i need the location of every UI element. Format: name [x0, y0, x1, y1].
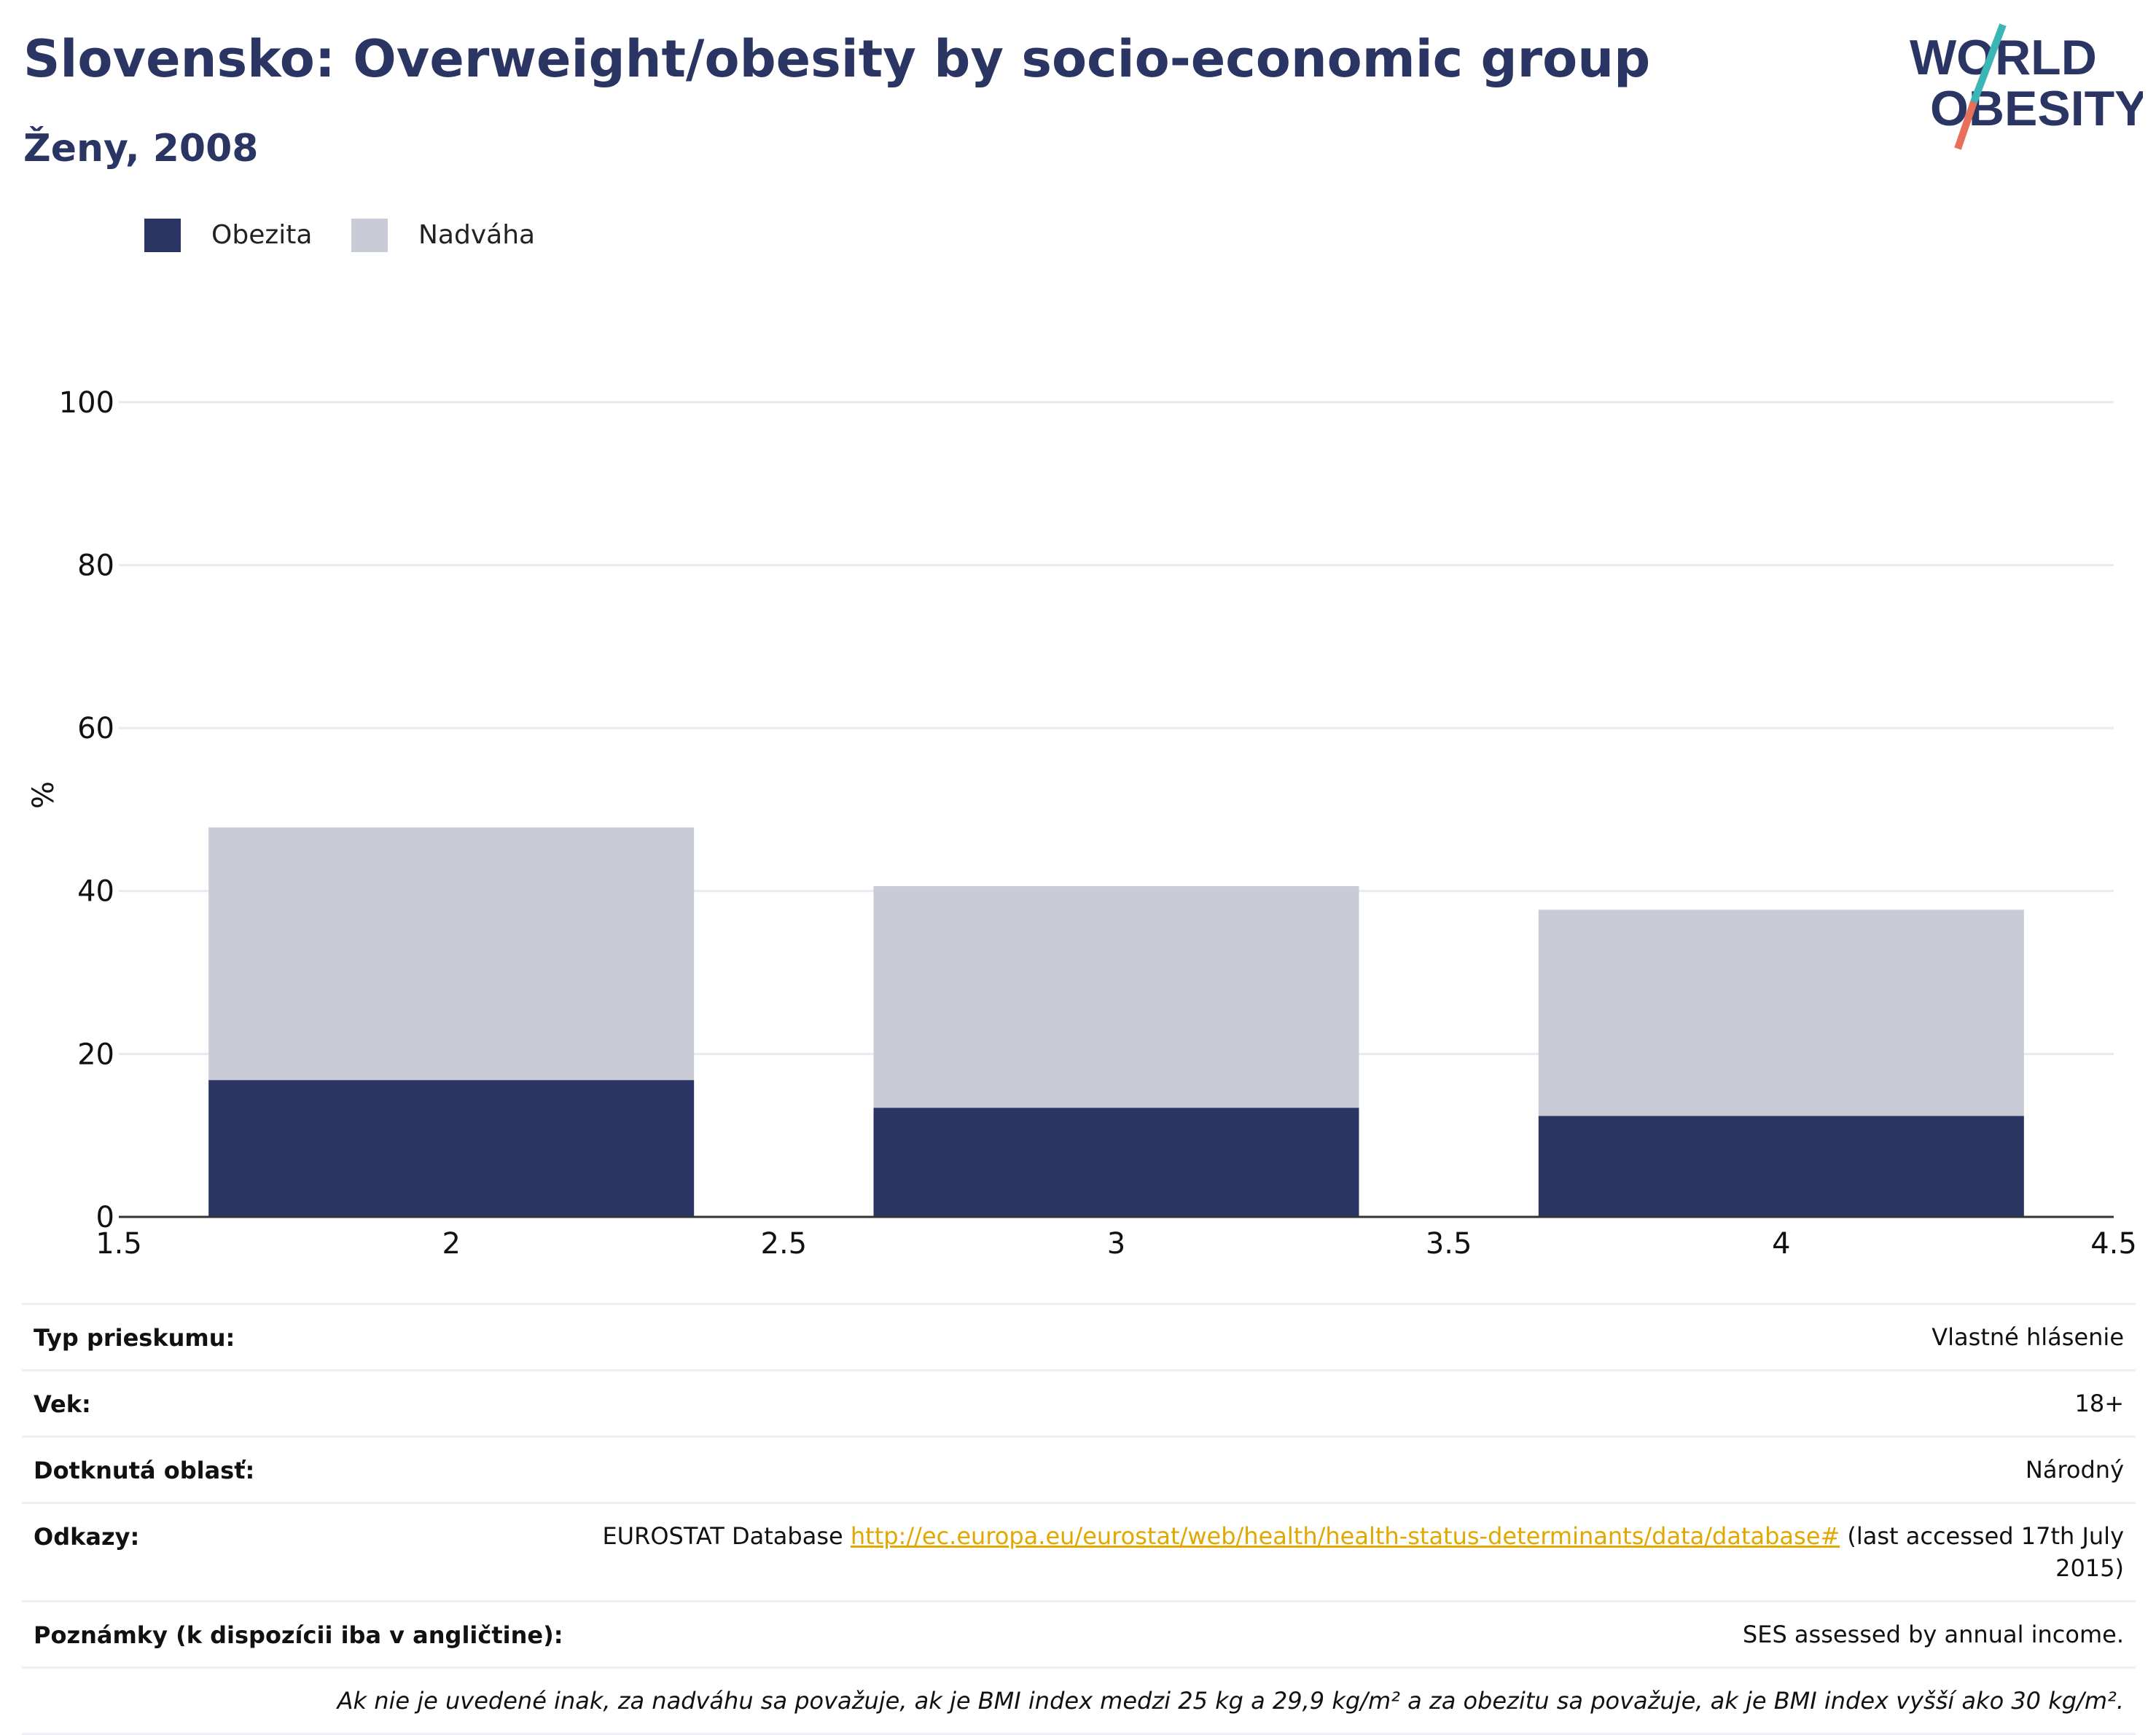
- info-row-notes: Poznámky (k dispozícii iba v angličtine)…: [22, 1600, 2136, 1667]
- chart-subtitle: Ženy, 2008: [23, 127, 259, 171]
- y-tick-label: 20: [77, 1038, 114, 1071]
- age-label: Vek:: [34, 1390, 91, 1418]
- y-tick-label: 40: [77, 875, 114, 909]
- info-row-area: Dotknutá oblasť: Národný: [22, 1436, 2136, 1502]
- info-row-survey-type: Typ prieskumu: Vlastné hlásenie: [22, 1303, 2136, 1369]
- definition-note: Ak nie je uvedené inak, za nadváhu sa po…: [337, 1687, 2124, 1715]
- x-tick-label: 4: [1772, 1227, 1790, 1261]
- y-tick-label: 80: [77, 549, 114, 582]
- info-row-definition: Ak nie je uvedené inak, za nadváhu sa po…: [22, 1667, 2136, 1735]
- x-tick-label: 3.5: [1426, 1227, 1472, 1261]
- info-table: Typ prieskumu: Vlastné hlásenie Vek: 18+…: [22, 1303, 2136, 1735]
- y-tick-label: 60: [77, 712, 114, 745]
- bar-chart: 0 20 40 60 80 100 1.5 2 2.5 3 3.5 4 4.5: [59, 386, 2137, 1261]
- legend-swatch-obezita: [144, 219, 181, 252]
- references-suffix: (last accessed 17th July 2015): [1840, 1522, 2124, 1582]
- x-tick-label: 1.5: [95, 1227, 142, 1261]
- legend-label-obezita: Obezita: [211, 220, 313, 250]
- bar-obezita-4: [1538, 1116, 2024, 1217]
- world-obesity-logo: WORLD OBESITY: [1910, 23, 2143, 150]
- legend-label-nadvaha: Nadváha: [418, 220, 536, 250]
- references-prefix: EUROSTAT Database: [602, 1522, 851, 1550]
- logo-word-1: WORLD: [1910, 30, 2097, 85]
- notes-value: SES assessed by annual income.: [1742, 1621, 2124, 1648]
- y-tick-label: 100: [59, 386, 114, 420]
- x-tick-label: 3: [1107, 1227, 1125, 1261]
- logo-slash-top: [1970, 23, 2007, 103]
- bar-obezita-3: [873, 1108, 1359, 1217]
- info-row-age: Vek: 18+: [22, 1369, 2136, 1436]
- logo-slash-bottom: [1954, 101, 1977, 150]
- survey-type-value: Vlastné hlásenie: [1932, 1323, 2124, 1351]
- references-value: EUROSTAT Database http://ec.europa.eu/eu…: [34, 1520, 2124, 1584]
- area-value: Národný: [2025, 1456, 2124, 1484]
- age-value: 18+: [2074, 1390, 2124, 1417]
- bar-nadvha-3: [873, 886, 1359, 1108]
- x-tick-label: 2: [442, 1227, 460, 1261]
- x-tick-label: 2.5: [761, 1227, 808, 1261]
- chart-title: Slovensko: Overweight/obesity by socio-e…: [23, 29, 1651, 89]
- bar-nadvha-2: [208, 827, 695, 1081]
- references-link[interactable]: http://ec.europa.eu/eurostat/web/health/…: [850, 1522, 1840, 1550]
- x-tick-label: 4.5: [2090, 1227, 2137, 1261]
- notes-label: Poznámky (k dispozícii iba v angličtine)…: [34, 1621, 563, 1649]
- y-tick-label: 0: [96, 1201, 114, 1234]
- axes: 0 20 40 60 80 100 1.5 2 2.5 3 3.5 4 4.5: [59, 386, 2137, 1261]
- bar-nadvha-4: [1538, 909, 2024, 1116]
- info-row-references: Odkazy: EUROSTAT Database http://ec.euro…: [22, 1502, 2136, 1600]
- bar-obezita-2: [208, 1080, 695, 1217]
- references-label: Odkazy:: [34, 1523, 140, 1551]
- area-label: Dotknutá oblasť:: [34, 1457, 255, 1484]
- bars: [208, 827, 2024, 1217]
- legend-swatch-nadvaha: [351, 219, 388, 252]
- survey-type-label: Typ prieskumu:: [34, 1324, 235, 1352]
